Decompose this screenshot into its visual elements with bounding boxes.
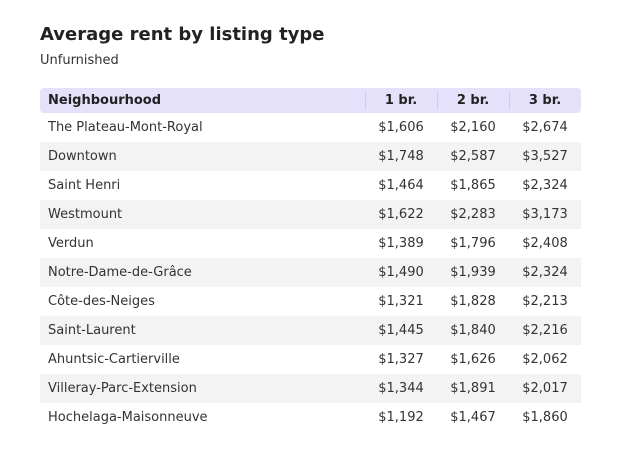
chart-subtitle: Unfurnished [40,53,119,68]
cell-2-br: $2,283 [437,200,509,229]
cell-neighbourhood: Notre-Dame-de-Grâce [40,258,365,287]
cell-2-br: $1,891 [437,374,509,403]
column-header-3-br: 3 br. [509,88,581,113]
column-header-neighbourhood: Neighbourhood [40,88,365,113]
cell-2-br: $1,467 [450,410,496,425]
table-row: Hochelaga-Maisonneuve $1,192 $1,467 $1,860 [40,403,581,432]
table-row: Westmount $1,622 $2,283 $3,173 [40,200,581,229]
cell-1-br: $1,389 [378,236,424,251]
table-row: Côte-des-Neiges $1,321 $1,828 $2,213 [40,287,581,316]
table-row: Saint Henri $1,464 $1,865 $2,324 [40,171,581,200]
table-row: Verdun $1,389 $1,796 $2,408 [40,229,581,258]
table-row: Villeray-Parc-Extension $1,344 $1,891 $2,01… [40,374,581,403]
table-row: Saint-Laurent $1,445 $1,840 $2,216 [40,316,581,345]
cell-neighbourhood: Saint-Laurent [40,316,365,345]
cell-3-br: $2,324 [509,258,581,287]
table-header: Neighbourhood 1 br. 2 br. 3 br. [40,88,581,113]
cell-neighbourhood: Villeray-Parc-Extension [40,374,365,403]
cell-neighbourhood: Downtown [40,142,365,171]
cell-3-br: $1,860 [522,410,568,425]
cell-2-br: $2,587 [437,142,509,171]
column-header-2-br: 2 br. [437,88,509,113]
cell-2-br: $1,939 [437,258,509,287]
chart-title: Average rent by listing type [40,24,325,45]
table-row: Notre-Dame-de-Grâce $1,490 $1,939 $2,324 [40,258,581,287]
header-row: Neighbourhood 1 br. 2 br. 3 br. [40,88,581,113]
cell-3-br: $2,674 [522,120,568,135]
table-body: The Plateau-Mont-Royal $1,606 $2,160 $2,674… [40,113,581,432]
column-header-1-br: 1 br. [365,88,437,113]
table-row: Ahuntsic-Cartierville $1,327 $1,626 $2,062 [40,345,581,374]
cell-3-br: $2,324 [522,178,568,193]
cell-2-br: $1,840 [437,316,509,345]
cell-2-br: $1,828 [450,294,496,309]
cell-neighbourhood: Hochelaga-Maisonneuve [48,410,208,425]
cell-3-br: $2,216 [509,316,581,345]
rent-table: Neighbourhood 1 br. 2 br. 3 br. The Plat… [40,88,581,432]
cell-1-br: $1,490 [365,258,437,287]
table-row: Downtown $1,748 $2,587 $3,527 [40,142,581,171]
cell-neighbourhood: The Plateau-Mont-Royal [48,120,203,135]
cell-neighbourhood: Verdun [48,236,94,251]
cell-3-br: $3,173 [509,200,581,229]
cell-1-br: $1,445 [365,316,437,345]
cell-1-br: $1,192 [378,410,424,425]
cell-neighbourhood: Ahuntsic-Cartierville [48,352,180,367]
cell-1-br: $1,464 [378,178,424,193]
cell-2-br: $1,865 [450,178,496,193]
cell-1-br: $1,327 [378,352,424,367]
cell-1-br: $1,606 [378,120,424,135]
cell-3-br: $2,062 [522,352,568,367]
cell-1-br: $1,344 [365,374,437,403]
cell-2-br: $1,796 [450,236,496,251]
cell-1-br: $1,622 [365,200,437,229]
cell-3-br: $2,408 [522,236,568,251]
cell-3-br: $2,213 [522,294,568,309]
table-row: The Plateau-Mont-Royal $1,606 $2,160 $2,674 [40,113,581,142]
cell-3-br: $3,527 [509,142,581,171]
cell-2-br: $1,626 [450,352,496,367]
cell-2-br: $2,160 [450,120,496,135]
cell-3-br: $2,017 [509,374,581,403]
cell-neighbourhood: Saint Henri [48,178,121,193]
cell-1-br: $1,748 [365,142,437,171]
cell-neighbourhood: Westmount [40,200,365,229]
cell-neighbourhood: Côte-des-Neiges [48,294,155,309]
cell-1-br: $1,321 [378,294,424,309]
